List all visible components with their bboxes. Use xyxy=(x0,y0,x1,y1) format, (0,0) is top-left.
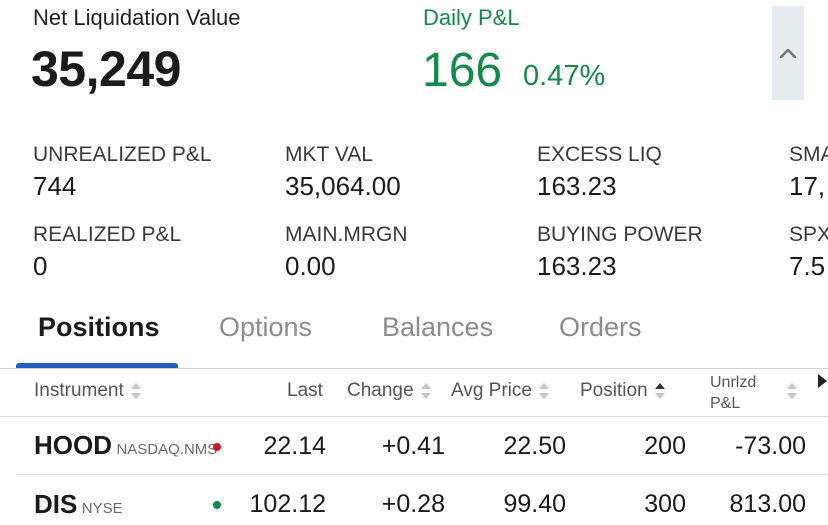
column-header-position[interactable]: Position xyxy=(580,380,666,402)
column-header-avg-price[interactable]: Avg Price xyxy=(451,380,550,402)
column-header-label: Avg Price xyxy=(451,380,532,401)
exchange: NASDAQ.NMS xyxy=(116,441,218,458)
spx-label: SPX xyxy=(789,223,828,246)
avg-price: 22.50 xyxy=(503,432,566,460)
spx-value: 7.5 xyxy=(789,251,826,281)
market-status-dot xyxy=(213,501,221,509)
daily-pnl-value: 166 xyxy=(422,44,503,97)
daily-pnl-percent: 0.47% xyxy=(523,60,606,92)
position: 300 xyxy=(644,490,686,518)
avg-price: 99.40 xyxy=(503,490,566,518)
chevron-up-icon xyxy=(779,48,797,59)
column-header-change[interactable]: Change xyxy=(347,380,432,402)
tab-divider xyxy=(0,368,828,369)
symbol: HOOD xyxy=(34,430,112,460)
tab-balances[interactable]: Balances xyxy=(382,312,494,342)
collapse-button[interactable] xyxy=(772,6,804,100)
column-header-label: P&L xyxy=(710,395,741,412)
last-price: 22.14 xyxy=(263,432,326,460)
column-header-instrument[interactable]: Instrument xyxy=(34,380,142,402)
realized-pnl-value: 0 xyxy=(33,251,48,281)
buying-power-value: 163.23 xyxy=(537,251,617,281)
header-divider xyxy=(0,416,828,417)
row-divider xyxy=(16,474,828,475)
column-header-last[interactable]: Last xyxy=(287,380,323,402)
maintenance-margin-value: 0.00 xyxy=(285,251,336,281)
last-price: 102.12 xyxy=(249,490,326,518)
tab-orders[interactable]: Orders xyxy=(559,312,642,342)
excess-liquidity-value: 163.23 xyxy=(537,171,617,201)
table-row-instrument[interactable]: DIS NYSE xyxy=(34,489,123,520)
realized-pnl-label: REALIZED P&L xyxy=(33,223,182,246)
column-header-unrealized-pnl[interactable]: Unrlzd P&L xyxy=(710,372,756,414)
exchange: NYSE xyxy=(81,500,123,517)
market-value-value: 35,064.00 xyxy=(285,171,401,201)
net-liquidation-value: 35,249 xyxy=(31,41,181,97)
change: +0.41 xyxy=(381,432,445,460)
position: 200 xyxy=(644,432,686,460)
column-header-label: Position xyxy=(580,380,648,401)
unrealized-pnl-label: UNREALIZED P&L xyxy=(33,143,212,166)
sort-icon xyxy=(130,383,141,399)
sort-icon xyxy=(538,383,549,399)
net-liquidation-label: Net Liquidation Value xyxy=(33,5,241,30)
unrealized-pnl: -73.00 xyxy=(735,432,806,460)
sort-icon[interactable] xyxy=(786,381,798,401)
column-header-label: Unrlzd xyxy=(710,374,757,391)
column-header-label: Instrument xyxy=(34,380,124,401)
column-header-label: Change xyxy=(347,380,414,401)
market-status-dot xyxy=(213,443,221,451)
active-tab-indicator xyxy=(16,363,178,368)
tab-positions[interactable]: Positions xyxy=(38,312,160,342)
sort-icon xyxy=(420,383,431,399)
buying-power-label: BUYING POWER xyxy=(537,223,703,246)
market-value-label: MKT VAL xyxy=(285,143,373,166)
daily-pnl-label: Daily P&L xyxy=(423,5,520,30)
maintenance-margin-label: MAIN.MRGN xyxy=(285,223,408,246)
symbol: DIS xyxy=(34,489,78,519)
column-header-label: Last xyxy=(287,380,323,401)
change: +0.28 xyxy=(381,490,445,518)
table-row-instrument[interactable]: HOOD NASDAQ.NMS xyxy=(34,430,217,461)
scroll-right-icon[interactable] xyxy=(816,373,828,389)
unrealized-pnl: 813.00 xyxy=(729,490,806,518)
unrealized-pnl-value: 744 xyxy=(33,171,77,201)
sma-value: 17, xyxy=(789,171,826,201)
sort-active-icon xyxy=(654,383,665,399)
tab-options[interactable]: Options xyxy=(219,312,313,342)
sma-label: SMA xyxy=(789,143,828,166)
excess-liquidity-label: EXCESS LIQ xyxy=(537,143,662,166)
